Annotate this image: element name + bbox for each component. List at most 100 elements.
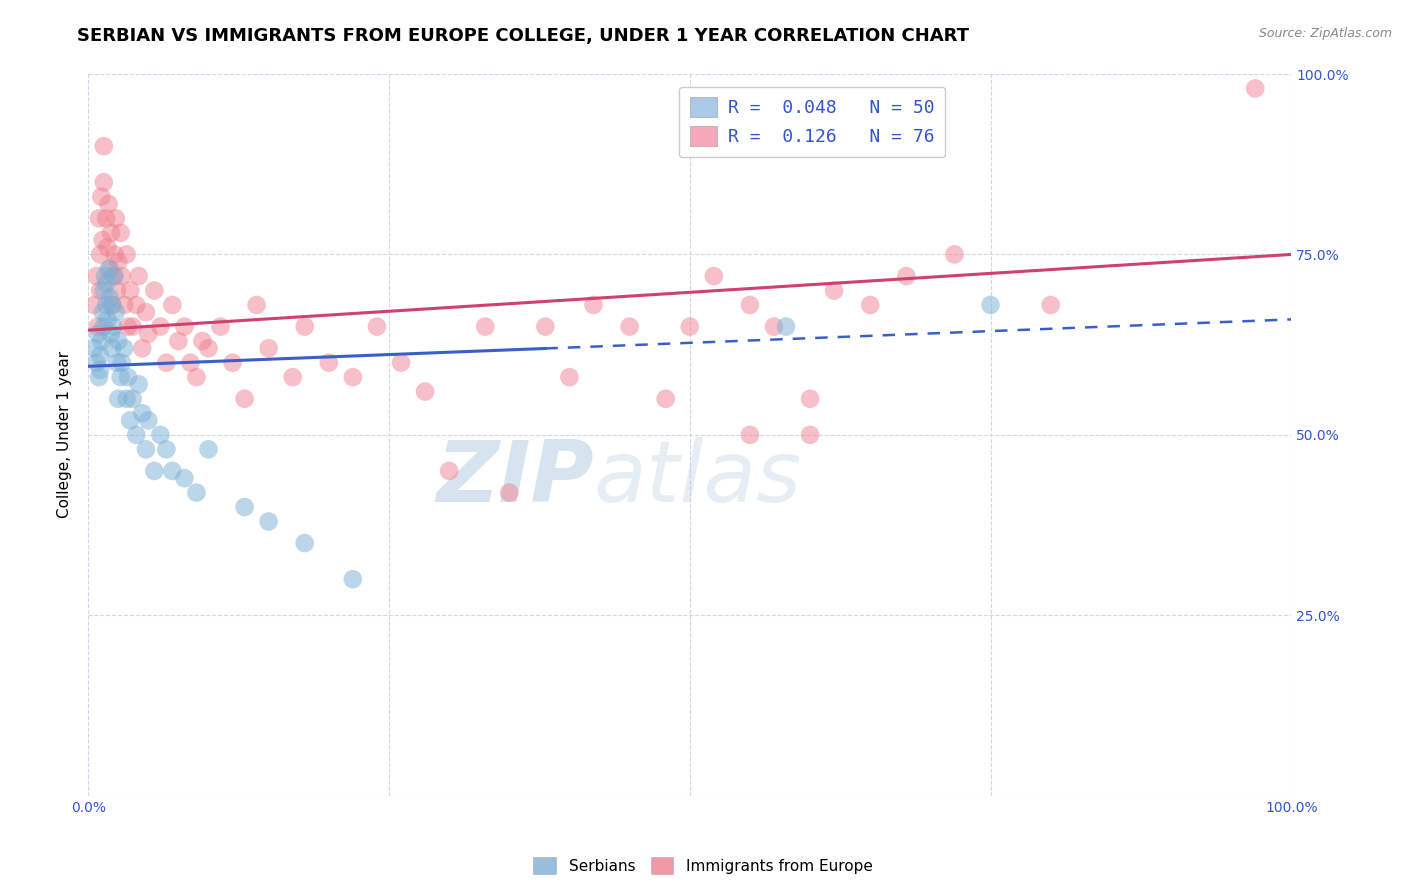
Point — [197, 341, 219, 355]
Point — [104, 269, 127, 284]
Point — [136, 326, 159, 341]
Point — [87, 326, 110, 341]
Point — [474, 319, 496, 334]
Point — [318, 356, 340, 370]
Point — [93, 139, 115, 153]
Point — [96, 240, 118, 254]
Legend: R =  0.048   N = 50, R =  0.126   N = 76: R = 0.048 N = 50, R = 0.126 N = 76 — [679, 87, 945, 157]
Point — [101, 298, 124, 312]
Point — [149, 428, 172, 442]
Point — [87, 319, 110, 334]
Point — [799, 392, 821, 406]
Point — [221, 356, 243, 370]
Point — [558, 370, 581, 384]
Point — [775, 319, 797, 334]
Point — [738, 428, 761, 442]
Point — [191, 334, 214, 348]
Point — [131, 341, 153, 355]
Point — [197, 442, 219, 457]
Point — [89, 247, 111, 261]
Point — [91, 233, 114, 247]
Point — [366, 319, 388, 334]
Point — [135, 305, 157, 319]
Point — [89, 363, 111, 377]
Point — [105, 284, 128, 298]
Point — [342, 572, 364, 586]
Point — [155, 356, 177, 370]
Point — [186, 370, 208, 384]
Point — [91, 305, 114, 319]
Point — [281, 370, 304, 384]
Point — [115, 392, 138, 406]
Point — [437, 464, 460, 478]
Point — [155, 442, 177, 457]
Point — [162, 298, 184, 312]
Point — [98, 291, 121, 305]
Point — [121, 319, 143, 334]
Point — [89, 284, 111, 298]
Point — [943, 247, 966, 261]
Point — [136, 413, 159, 427]
Point — [128, 377, 150, 392]
Point — [104, 305, 127, 319]
Point — [173, 319, 195, 334]
Point — [94, 269, 117, 284]
Point — [117, 370, 139, 384]
Text: SERBIAN VS IMMIGRANTS FROM EUROPE COLLEGE, UNDER 1 YEAR CORRELATION CHART: SERBIAN VS IMMIGRANTS FROM EUROPE COLLEG… — [77, 27, 969, 45]
Point — [100, 226, 122, 240]
Point — [103, 269, 125, 284]
Point — [257, 341, 280, 355]
Point — [86, 269, 108, 284]
Point — [120, 413, 142, 427]
Point — [96, 312, 118, 326]
Point — [117, 319, 139, 334]
Point — [389, 356, 412, 370]
Point — [233, 392, 256, 406]
Point — [179, 356, 201, 370]
Point — [104, 211, 127, 226]
Point — [143, 464, 166, 478]
Point — [110, 370, 132, 384]
Point — [738, 298, 761, 312]
Point — [107, 254, 129, 268]
Point — [105, 356, 128, 370]
Point — [131, 406, 153, 420]
Point — [101, 341, 124, 355]
Point — [125, 298, 148, 312]
Y-axis label: College, Under 1 year: College, Under 1 year — [58, 351, 72, 518]
Point — [110, 226, 132, 240]
Point — [246, 298, 269, 312]
Point — [167, 334, 190, 348]
Point — [799, 428, 821, 442]
Point — [96, 211, 118, 226]
Point — [679, 319, 702, 334]
Point — [209, 319, 232, 334]
Point — [96, 298, 118, 312]
Text: Source: ZipAtlas.com: Source: ZipAtlas.com — [1258, 27, 1392, 40]
Point — [980, 298, 1002, 312]
Point — [112, 341, 135, 355]
Point — [111, 356, 134, 370]
Point — [87, 211, 110, 226]
Point — [896, 269, 918, 284]
Point — [342, 370, 364, 384]
Point — [582, 298, 605, 312]
Point — [294, 536, 316, 550]
Point — [115, 247, 138, 261]
Point — [104, 247, 127, 261]
Point — [90, 190, 112, 204]
Point — [294, 319, 316, 334]
Point — [619, 319, 641, 334]
Point — [125, 428, 148, 442]
Point — [107, 334, 129, 348]
Point — [87, 370, 110, 384]
Point — [83, 341, 105, 355]
Point — [103, 319, 125, 334]
Text: atlas: atlas — [593, 437, 801, 520]
Point — [97, 197, 120, 211]
Point — [233, 500, 256, 514]
Point — [101, 298, 124, 312]
Point — [93, 319, 115, 334]
Point — [534, 319, 557, 334]
Point — [654, 392, 676, 406]
